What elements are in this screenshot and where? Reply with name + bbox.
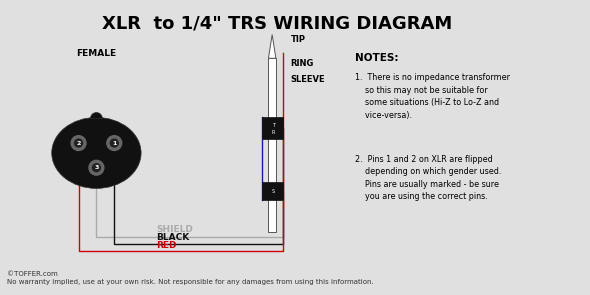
Polygon shape xyxy=(268,35,276,58)
Circle shape xyxy=(110,139,118,147)
Circle shape xyxy=(89,160,104,175)
Text: RED: RED xyxy=(156,240,176,250)
Bar xyxy=(262,117,283,139)
Text: SLEEVE: SLEEVE xyxy=(290,76,325,84)
Text: BLACK: BLACK xyxy=(156,233,189,242)
Text: RING: RING xyxy=(290,59,314,68)
Bar xyxy=(262,183,283,200)
Circle shape xyxy=(93,164,100,172)
Text: FEMALE: FEMALE xyxy=(76,49,116,58)
Text: 3: 3 xyxy=(94,165,99,170)
Ellipse shape xyxy=(52,117,141,189)
Text: 1: 1 xyxy=(112,140,116,145)
Circle shape xyxy=(74,139,83,147)
Circle shape xyxy=(71,136,86,150)
Text: NOTES:: NOTES: xyxy=(355,53,398,63)
Text: S: S xyxy=(271,189,275,194)
Wedge shape xyxy=(90,112,103,118)
Text: 2.  Pins 1 and 2 on XLR are flipped
    depending on which gender used.
    Pins: 2. Pins 1 and 2 on XLR are flipped depen… xyxy=(355,155,501,201)
Text: XLR  to 1/4" TRS WIRING DIAGRAM: XLR to 1/4" TRS WIRING DIAGRAM xyxy=(102,15,453,33)
Text: 2: 2 xyxy=(76,140,81,145)
Bar xyxy=(268,58,276,232)
Text: TIP: TIP xyxy=(290,35,306,44)
Text: 1.  There is no impedance transformer
    so this may not be suitable for
    so: 1. There is no impedance transformer so … xyxy=(355,73,510,119)
Circle shape xyxy=(107,136,122,150)
Text: T: T xyxy=(271,122,275,127)
Text: SHIELD: SHIELD xyxy=(156,225,193,234)
Text: ©TOFFER.com
No warranty implied, use at your own risk. Not responsible for any d: ©TOFFER.com No warranty implied, use at … xyxy=(7,271,374,285)
Text: R: R xyxy=(271,130,275,135)
